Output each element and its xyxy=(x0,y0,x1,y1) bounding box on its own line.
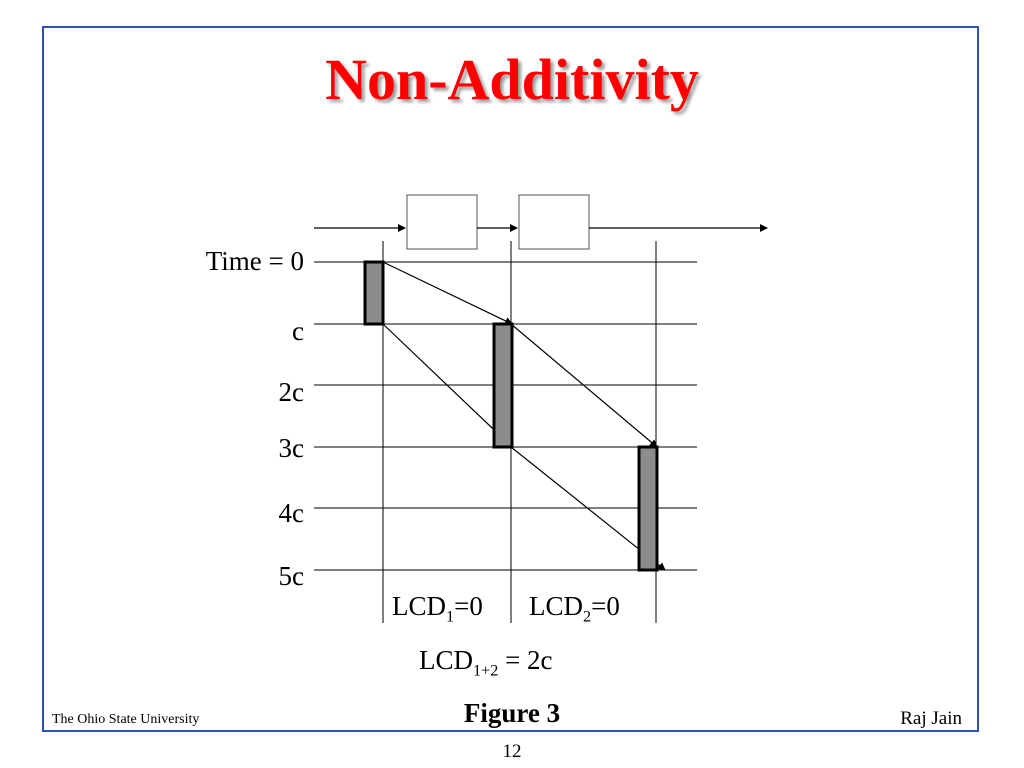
lcd12-sub: 1+2 xyxy=(473,661,499,680)
lcd12-label: LCD1+2 = 2c xyxy=(419,645,553,680)
lcd2-value: =0 xyxy=(591,591,620,621)
lcd2-sub: 2 xyxy=(583,607,592,626)
lcd1-label: LCD1=0 xyxy=(392,591,483,626)
packet-bar-1 xyxy=(363,260,385,326)
lcd12-base: LCD xyxy=(419,645,473,675)
packet-path-1-bottom xyxy=(382,323,513,448)
slide-frame xyxy=(42,26,979,732)
lcd12-value: = 2c xyxy=(498,645,553,675)
packet-path-2-top xyxy=(510,323,658,448)
page-number: 12 xyxy=(502,741,522,762)
time-label-4c: 4c xyxy=(278,498,304,528)
lcd1-value: =0 xyxy=(454,591,483,621)
slide-title: Non-Additivity xyxy=(325,47,699,112)
time-label-0: Time = 0 xyxy=(205,246,304,276)
time-label-3c: 3c xyxy=(278,433,304,463)
figure-caption: Figure 3 xyxy=(463,698,561,728)
time-label-c: c xyxy=(292,316,304,346)
packet-bar-2 xyxy=(492,322,514,449)
packet-bar-3 xyxy=(637,445,659,572)
router-box-1 xyxy=(406,194,478,250)
packet-path-1-top xyxy=(382,261,513,325)
router-box-2 xyxy=(518,194,590,250)
time-label-5c: 5c xyxy=(278,561,304,591)
footer-author: Raj Jain xyxy=(900,708,962,729)
lcd1-sub: 1 xyxy=(446,607,455,626)
lcd2-label: LCD2=0 xyxy=(529,591,620,626)
lcd2-base: LCD xyxy=(529,591,583,621)
time-label-2c: 2c xyxy=(278,377,304,407)
lcd1-base: LCD xyxy=(392,591,446,621)
footer-university: The Ohio State University xyxy=(52,712,200,727)
